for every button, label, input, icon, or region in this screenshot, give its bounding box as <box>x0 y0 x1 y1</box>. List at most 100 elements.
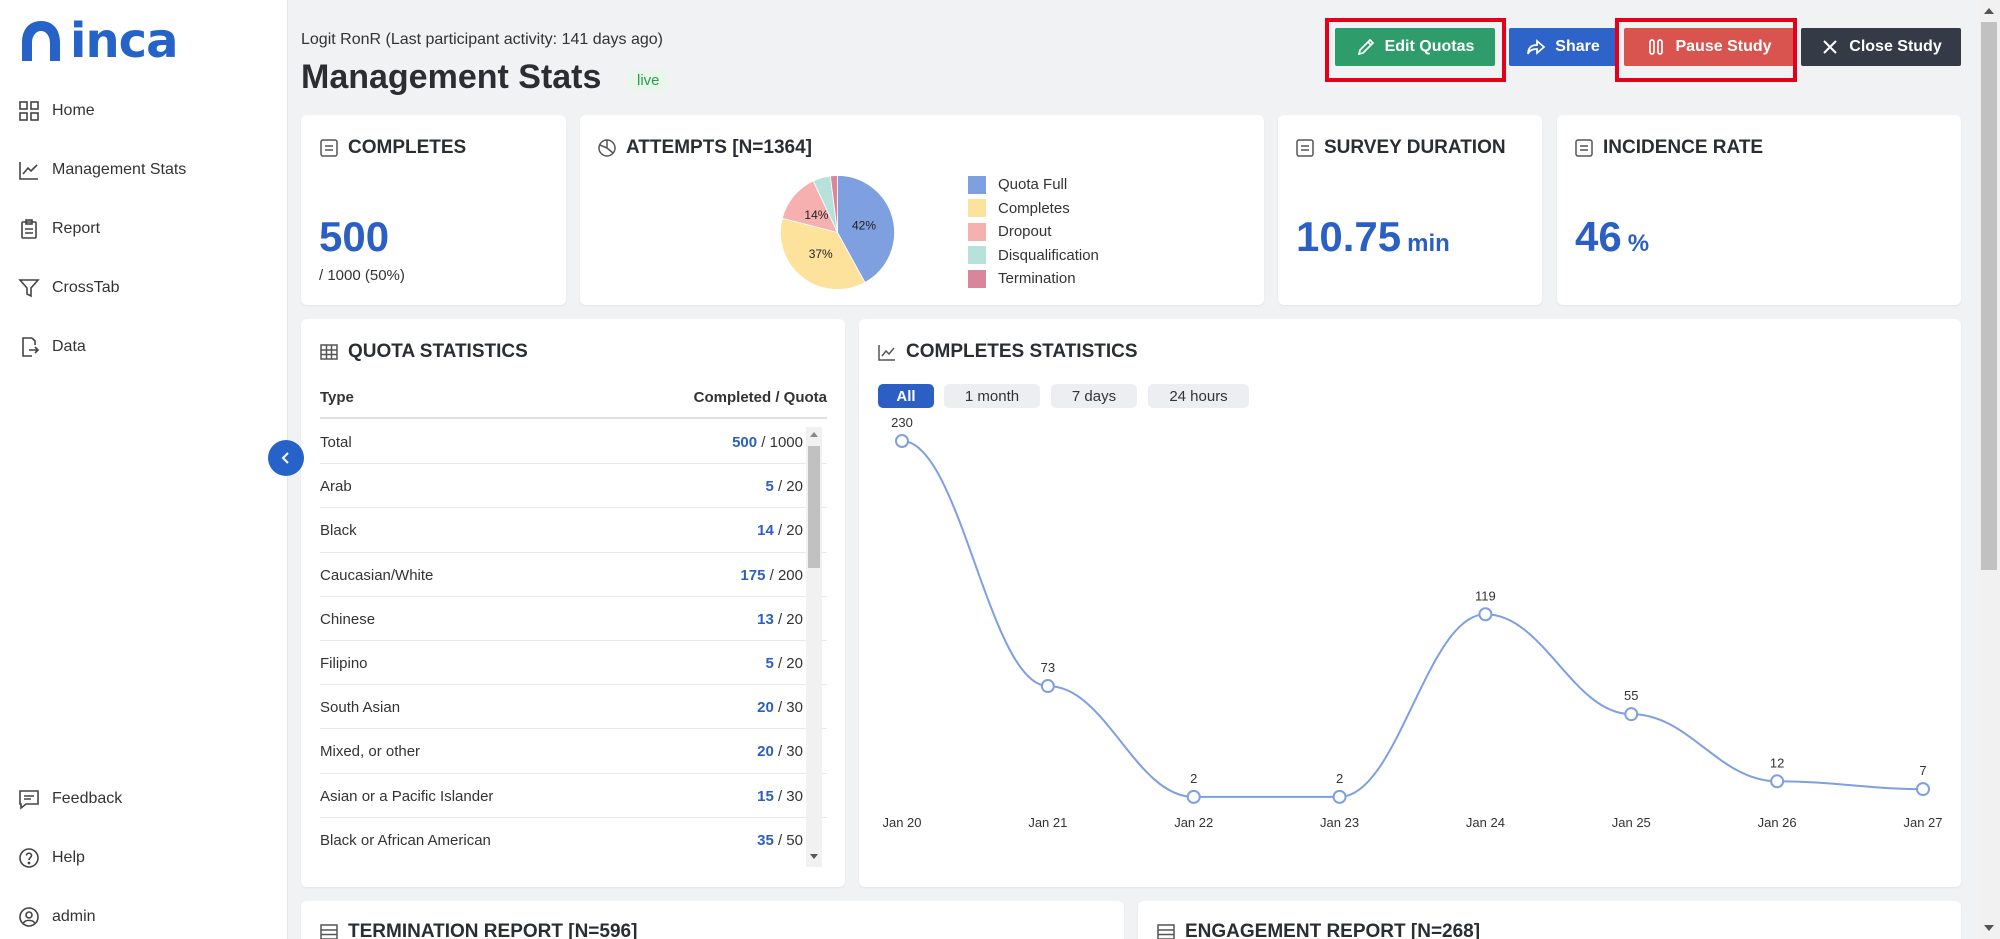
clipboard-icon <box>21 219 37 239</box>
sidebar-item-report[interactable]: Report <box>18 218 100 240</box>
sidebar-item-feedback[interactable]: Feedback <box>18 788 122 810</box>
card-title: COMPLETES <box>319 137 466 159</box>
card-title: INCIDENCE RATE <box>1574 137 1763 159</box>
scroll-up-icon[interactable] <box>810 432 818 437</box>
sidebar-item-label: Feedback <box>52 790 123 807</box>
quota-title: QUOTA STATISTICS <box>348 341 528 362</box>
data-label: 119 <box>1475 588 1496 603</box>
page-scroll-up-icon[interactable] <box>1984 8 1994 14</box>
card-title: QUOTA STATISTICS <box>319 341 528 363</box>
sidebar-item-help[interactable]: Help <box>18 847 85 869</box>
completes-stats-title: COMPLETES STATISTICS <box>906 341 1138 362</box>
x-tick-label: Jan 26 <box>1758 815 1797 830</box>
user-icon <box>19 907 39 927</box>
row-type: South Asian <box>320 699 401 717</box>
row-type: Caucasian/White <box>320 566 434 584</box>
share-icon <box>1527 39 1546 55</box>
quota-scrollbar[interactable] <box>806 427 822 867</box>
row-type: Chinese <box>320 610 376 628</box>
data-point[interactable] <box>1916 782 1930 797</box>
data-point[interactable] <box>1040 679 1055 694</box>
sidebar-item-label: Management Stats <box>52 161 187 178</box>
data-label: 7 <box>1919 763 1926 778</box>
row-type: Arab <box>320 478 352 496</box>
incidence-number: 46 <box>1575 213 1622 260</box>
sidebar-item-label: Report <box>52 220 101 237</box>
data-point[interactable] <box>1186 789 1201 804</box>
range-all-button[interactable]: All <box>878 384 934 408</box>
pie-slice-label: 42% <box>852 219 876 233</box>
sidebar-item-label: Data <box>52 338 86 355</box>
close-icon <box>1823 40 1837 54</box>
sidebar-item-home[interactable]: Home <box>18 100 95 122</box>
range-24-hours-button[interactable]: 24 hours <box>1148 384 1249 408</box>
card-title: SURVEY DURATION <box>1295 137 1506 159</box>
page-scroll-thumb[interactable] <box>1981 22 1997 570</box>
scroll-thumb[interactable] <box>808 446 820 568</box>
collapse-sidebar-button[interactable] <box>268 440 304 476</box>
data-point[interactable] <box>1624 707 1639 722</box>
table-row: Asian or a Pacific Islander 15 / 30 <box>320 774 827 818</box>
quota-table-body: Total 500 / 1000 Arab 5 / 20 Black 14 / 20 … <box>320 420 827 860</box>
row-quota: / 20 <box>777 610 803 628</box>
incidence-rate-card: INCIDENCE RATE 46% <box>1557 115 1961 305</box>
quota-statistics-card: QUOTA STATISTICS Type Completed / Quota … <box>301 319 845 887</box>
col-type: Type <box>320 389 354 406</box>
row-quota: / 30 <box>777 787 803 805</box>
document-icon <box>1575 139 1593 157</box>
table-row: South Asian 20 / 30 <box>320 685 827 730</box>
sidebar-item-admin[interactable]: admin <box>18 906 96 928</box>
feedback-icon <box>19 790 39 810</box>
x-tick-label: Jan 23 <box>1320 815 1359 830</box>
legend-label: Quota Full <box>998 176 1068 194</box>
last-activity-text: Logit RonR (Last participant activity: 1… <box>301 31 663 48</box>
table-row: Arab 5 / 20 <box>320 464 827 509</box>
header-divider <box>320 417 827 419</box>
sidebar-item-data[interactable]: Data <box>18 336 86 358</box>
pause-study-button[interactable]: Pause Study <box>1624 28 1794 66</box>
data-label: 73 <box>1041 660 1055 675</box>
row-value: 5 / 20 <box>765 478 803 495</box>
card-title: ATTEMPTS [N=1364] <box>597 137 812 159</box>
table-row: Total 500 / 1000 <box>320 420 827 465</box>
highlight-box-edit <box>1325 18 1506 82</box>
share-button[interactable]: Share <box>1509 28 1617 66</box>
data-point[interactable] <box>1332 789 1347 804</box>
completes-line-chart: 230 Jan 20 73 Jan 21 2 Jan 22 2 Jan 23 119 Jan 24… <box>882 415 1942 830</box>
page-scroll-down-icon[interactable] <box>1984 925 1994 931</box>
data-label: 55 <box>1624 688 1638 703</box>
highlight-box-pause <box>1615 18 1797 82</box>
completes-card: COMPLETES 500 / 1000 (50%) <box>301 115 566 305</box>
row-value: 15 / 30 <box>757 788 803 805</box>
inca-logo[interactable]: inca <box>18 16 178 66</box>
pie-slice-label: 14% <box>804 208 828 222</box>
legend-item: Completes <box>968 197 1099 221</box>
table-row: Filipino 5 / 20 <box>320 641 827 686</box>
completes-statistics-card: COMPLETES STATISTICS All 1 month 7 days … <box>859 319 1961 887</box>
table-row: Black or African American 35 / 50 <box>320 818 827 860</box>
close-study-button[interactable]: Close Study <box>1801 28 1961 66</box>
data-point[interactable] <box>1478 607 1493 622</box>
row-completed: 20 <box>757 699 774 717</box>
edit-quotas-button[interactable]: Edit Quotas <box>1335 28 1495 66</box>
range-7-days-button[interactable]: 7 days <box>1051 384 1137 408</box>
data-point[interactable] <box>1770 774 1785 789</box>
pause-icon <box>1649 39 1664 55</box>
row-completed: 500 <box>732 434 758 451</box>
row-completed: 14 <box>757 522 774 540</box>
attempts-title: ATTEMPTS [N=1364] <box>626 137 812 158</box>
x-tick-label: Jan 22 <box>1174 815 1213 830</box>
legend-label: Termination <box>998 270 1076 288</box>
row-completed: 175 <box>740 566 766 584</box>
range-1-month-button[interactable]: 1 month <box>944 384 1040 408</box>
sidebar-item-management-stats[interactable]: Management Stats <box>18 159 186 181</box>
legend-item: Dropout <box>968 220 1099 244</box>
sidebar-item-crosstab[interactable]: CrossTab <box>18 277 120 299</box>
row-quota: / 200 <box>769 566 803 584</box>
page-scrollbar[interactable] <box>1978 0 2000 939</box>
completes-value: 500 <box>319 213 390 260</box>
table-icon <box>1157 924 1175 939</box>
scroll-down-icon[interactable] <box>810 854 818 859</box>
data-point[interactable] <box>895 434 909 448</box>
incidence-unit: % <box>1627 230 1650 257</box>
